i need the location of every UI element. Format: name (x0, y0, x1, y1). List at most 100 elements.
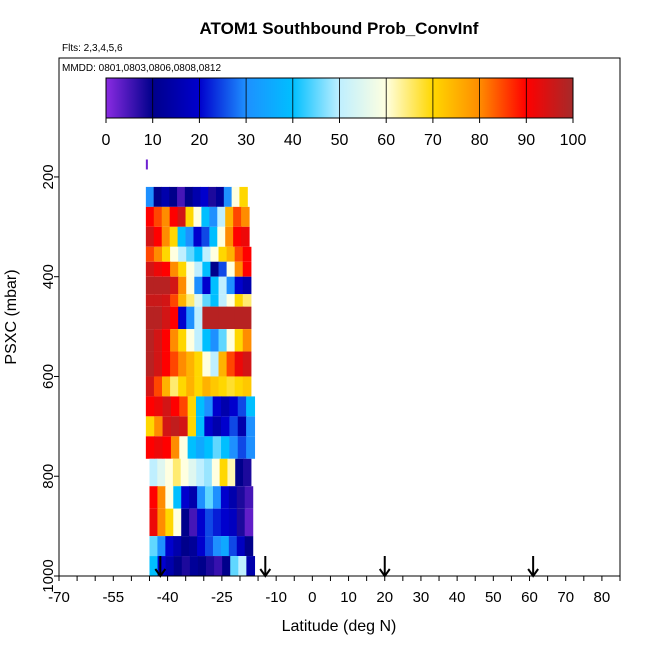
heat-cell (244, 508, 254, 537)
heat-cell (211, 458, 221, 487)
heat-cell (153, 294, 163, 307)
y-tick-label: 200 (40, 164, 57, 189)
heat-cell (170, 416, 180, 437)
heat-cell (195, 436, 205, 459)
heat-cell (226, 261, 236, 277)
heat-cell (178, 329, 187, 352)
heat-cell (210, 329, 220, 352)
heat-cell (157, 486, 166, 509)
x-tick-label: -40 (157, 589, 179, 606)
heat-cell (181, 486, 190, 509)
heat-cell (162, 261, 171, 277)
heat-cell (217, 226, 226, 247)
heat-cell (193, 206, 202, 227)
heat-cell (221, 396, 230, 417)
heat-cell (218, 329, 228, 352)
x-tick-label: 30 (413, 589, 430, 606)
heat-cell (194, 261, 203, 277)
heat-cell (153, 226, 163, 247)
x-tick-label: 0 (308, 589, 316, 606)
heat-cell (186, 294, 195, 307)
heat-cell (204, 436, 214, 459)
x-axis: -70 -55 -40 -25 -10 0 10 20 30 40 50 60 70 80 (48, 575, 621, 606)
heat-cell (170, 306, 179, 330)
heat-cell (162, 306, 171, 330)
heat-cell (186, 276, 195, 295)
heat-cell (202, 246, 212, 262)
heat-cell (194, 246, 203, 262)
heat-cell (185, 226, 195, 247)
heat-cell (244, 486, 254, 509)
heat-cell (170, 261, 179, 277)
heat-cell (181, 556, 191, 576)
heat-cell (242, 306, 252, 330)
heat-cell (165, 556, 175, 576)
heat-cell (204, 458, 213, 487)
heat-cell (236, 486, 246, 509)
colorbar-tick-label: 60 (377, 132, 395, 149)
heat-cell (193, 226, 202, 247)
heat-cell (170, 351, 179, 377)
heat-cell (237, 396, 247, 417)
heat-cell (226, 246, 236, 262)
heat-cell (153, 351, 163, 377)
heat-cell (234, 276, 244, 295)
x-tick-label: -55 (102, 589, 124, 606)
heat-cell (153, 329, 163, 352)
x-tick-label: -25 (211, 589, 233, 606)
heat-cell (201, 226, 210, 247)
heat-cell (226, 376, 236, 397)
heat-cell (145, 246, 155, 262)
heat-cell (235, 458, 244, 487)
heat-cell (242, 376, 252, 397)
heatmap-cells (145, 159, 256, 576)
x-tick-label: 80 (594, 589, 611, 606)
heat-cell (154, 396, 164, 417)
heat-cell (242, 294, 252, 307)
heat-cell (189, 556, 199, 576)
heat-cell (197, 508, 206, 537)
x-axis-label: Latitude (deg N) (282, 618, 397, 635)
heat-cell (217, 206, 226, 227)
heat-cell (170, 376, 179, 397)
heat-cell (242, 351, 252, 377)
profile-arrow-head (378, 568, 391, 578)
heat-cell (162, 246, 171, 262)
heat-cell (241, 226, 250, 247)
heat-cell (192, 186, 202, 207)
heat-cell (154, 416, 164, 437)
heat-cell (234, 376, 244, 397)
heat-cell (202, 306, 212, 330)
heat-cell (162, 294, 171, 307)
heat-cell (210, 261, 220, 277)
heat-cell (178, 261, 187, 277)
heat-cell (241, 206, 250, 227)
heat-cell (194, 376, 203, 397)
heat-cell (226, 294, 236, 307)
heat-cell (145, 351, 155, 377)
colorbar: 0 10 20 30 40 50 60 70 80 90 100 (102, 77, 586, 149)
heat-cell (234, 351, 244, 377)
heat-cell (202, 294, 212, 307)
heat-cell (189, 536, 198, 557)
x-tick-label: 50 (485, 589, 502, 606)
heat-cell (153, 246, 163, 262)
x-tick-label: -70 (48, 589, 70, 606)
heat-cell (157, 458, 166, 487)
heat-cell (202, 351, 212, 377)
heat-cell (226, 329, 236, 352)
heat-cell (186, 246, 195, 262)
heat-cell (222, 556, 231, 576)
heat-cell (149, 458, 158, 487)
heat-cell (218, 351, 228, 377)
heat-cell (210, 351, 220, 377)
heat-cell (189, 508, 198, 537)
heat-cell (149, 536, 159, 557)
heat-cell (233, 206, 242, 227)
heat-cell (246, 556, 256, 576)
heat-cell (145, 376, 155, 397)
heat-cell (186, 329, 195, 352)
heat-cell (242, 261, 252, 277)
heat-cell (186, 351, 195, 377)
heat-cell (196, 458, 205, 487)
